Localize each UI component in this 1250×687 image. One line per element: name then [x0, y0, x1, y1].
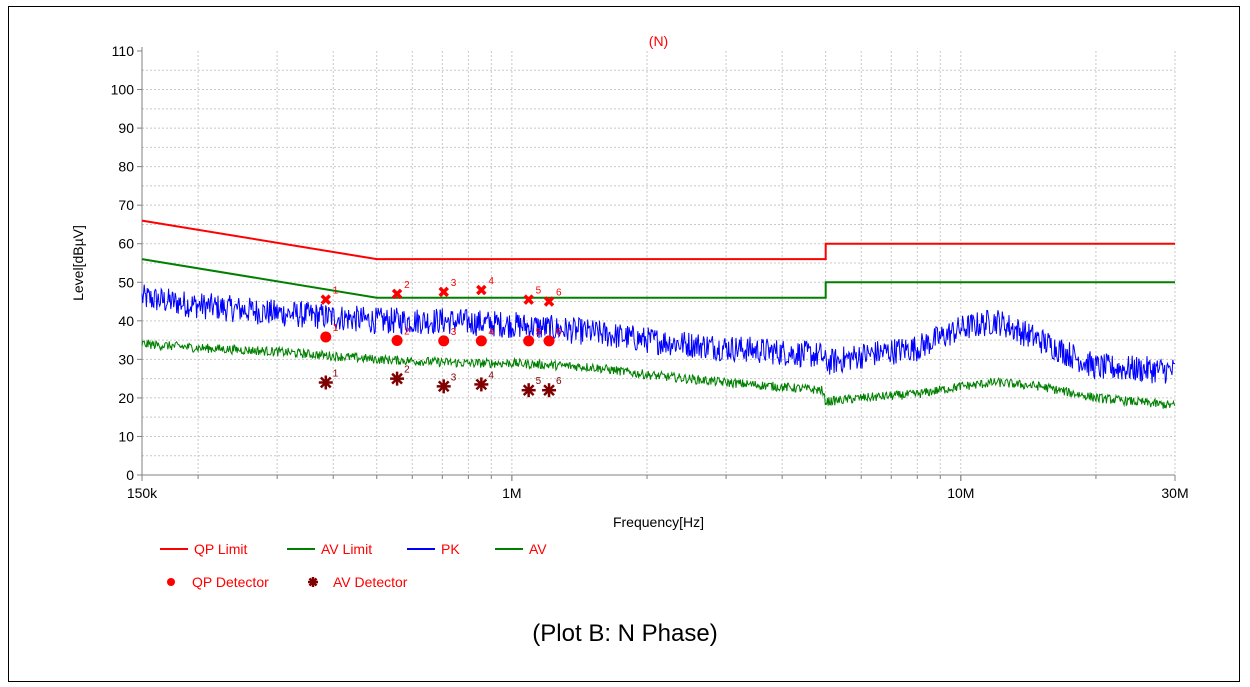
figure-caption: (Plot B: N Phase)	[532, 620, 718, 647]
y-tick-label: 70	[118, 197, 134, 213]
marker-label: 5	[536, 286, 542, 297]
av-detector-point	[436, 379, 451, 394]
star-ray	[319, 376, 332, 389]
y-tick-label: 100	[111, 82, 135, 98]
y-tick-label: 80	[118, 159, 134, 175]
peak-marker	[391, 288, 403, 300]
peak-marker	[476, 284, 487, 296]
marker-label: 6	[556, 327, 562, 338]
marker-label: 4	[488, 276, 494, 287]
grid	[142, 51, 1176, 475]
marker-label: 1	[333, 323, 339, 334]
marker-label: 3	[451, 372, 457, 383]
peak-marker	[438, 286, 449, 298]
x-axis-label: Frequency[Hz]	[613, 514, 704, 530]
legend-swatch	[308, 577, 318, 587]
star-ray	[391, 372, 403, 385]
star-ray	[437, 380, 450, 393]
marker-label: 3	[451, 327, 457, 338]
qp-detector-point	[391, 334, 403, 346]
y-tick-label: 10	[118, 428, 134, 444]
marker-label: 4	[488, 370, 494, 381]
y-tick-label: 60	[118, 236, 134, 252]
marker-label: 2	[404, 280, 410, 291]
series-qp-limit	[141, 219, 1175, 261]
qp-detector-point	[543, 335, 555, 347]
marker-label: 6	[556, 288, 562, 299]
x-tick-label: 10M	[947, 485, 974, 501]
marker-label: 5	[536, 376, 542, 387]
star-ray	[543, 384, 555, 397]
marker-label: 2	[404, 326, 410, 337]
peak-marker-stroke	[476, 284, 487, 296]
star-ray	[522, 384, 535, 397]
qp-detector-point	[475, 335, 487, 347]
av-detector-point	[542, 383, 557, 398]
qp-detector-point	[438, 335, 450, 347]
y-tick-label: 30	[118, 351, 134, 367]
figure-frame	[8, 6, 1240, 682]
marker-label: 1	[333, 286, 339, 297]
y-axis-label: Level[dBµV]	[70, 225, 86, 301]
x-tick-label: 150k	[127, 485, 158, 501]
peak-marker-stroke	[543, 296, 555, 307]
peak-marker-stroke	[391, 288, 403, 300]
series-av-limit	[141, 258, 1175, 299]
x-tick-label: 1M	[502, 485, 521, 501]
legend-label: QP Detector	[192, 574, 269, 590]
legend-label: AV Detector	[333, 574, 408, 590]
peak-marker-stroke	[438, 286, 449, 298]
legend-label: AV Limit	[321, 541, 372, 557]
av-detector-point	[474, 377, 489, 392]
av-detector-point	[521, 383, 536, 398]
y-tick-label: 0	[126, 467, 134, 483]
series-pk	[141, 284, 1176, 384]
series-av	[141, 339, 1176, 409]
av-detector-point	[390, 371, 405, 386]
marker-label: 5	[536, 327, 542, 338]
qp-detector-point	[523, 335, 535, 347]
marker-label: 4	[488, 327, 494, 338]
x-tick-label: 30M	[1161, 485, 1188, 501]
star-ray	[475, 378, 488, 391]
av-detector-point	[318, 375, 333, 390]
y-tick-label: 50	[118, 274, 134, 290]
y-tick-label: 20	[118, 390, 134, 406]
y-tick-label: 40	[118, 313, 134, 329]
peak-marker-stroke	[523, 294, 534, 305]
y-tick-label: 110	[112, 43, 135, 59]
legend-swatch	[167, 578, 175, 586]
star-ray	[308, 577, 318, 587]
legend-label: PK	[441, 541, 460, 557]
marker-label: 2	[404, 365, 410, 376]
legend-label: AV	[529, 541, 547, 557]
marker-label: 1	[333, 368, 339, 379]
y-tick-label: 90	[118, 120, 134, 136]
peak-marker	[543, 296, 555, 307]
legend-label: QP Limit	[194, 541, 248, 557]
peak-marker	[523, 294, 534, 305]
marker-label: 3	[451, 278, 457, 289]
chart-title: (N)	[649, 33, 668, 49]
marker-label: 6	[556, 376, 562, 387]
peak-marker	[320, 294, 332, 305]
qp-detector-point	[320, 331, 332, 343]
peak-marker-stroke	[320, 294, 332, 305]
